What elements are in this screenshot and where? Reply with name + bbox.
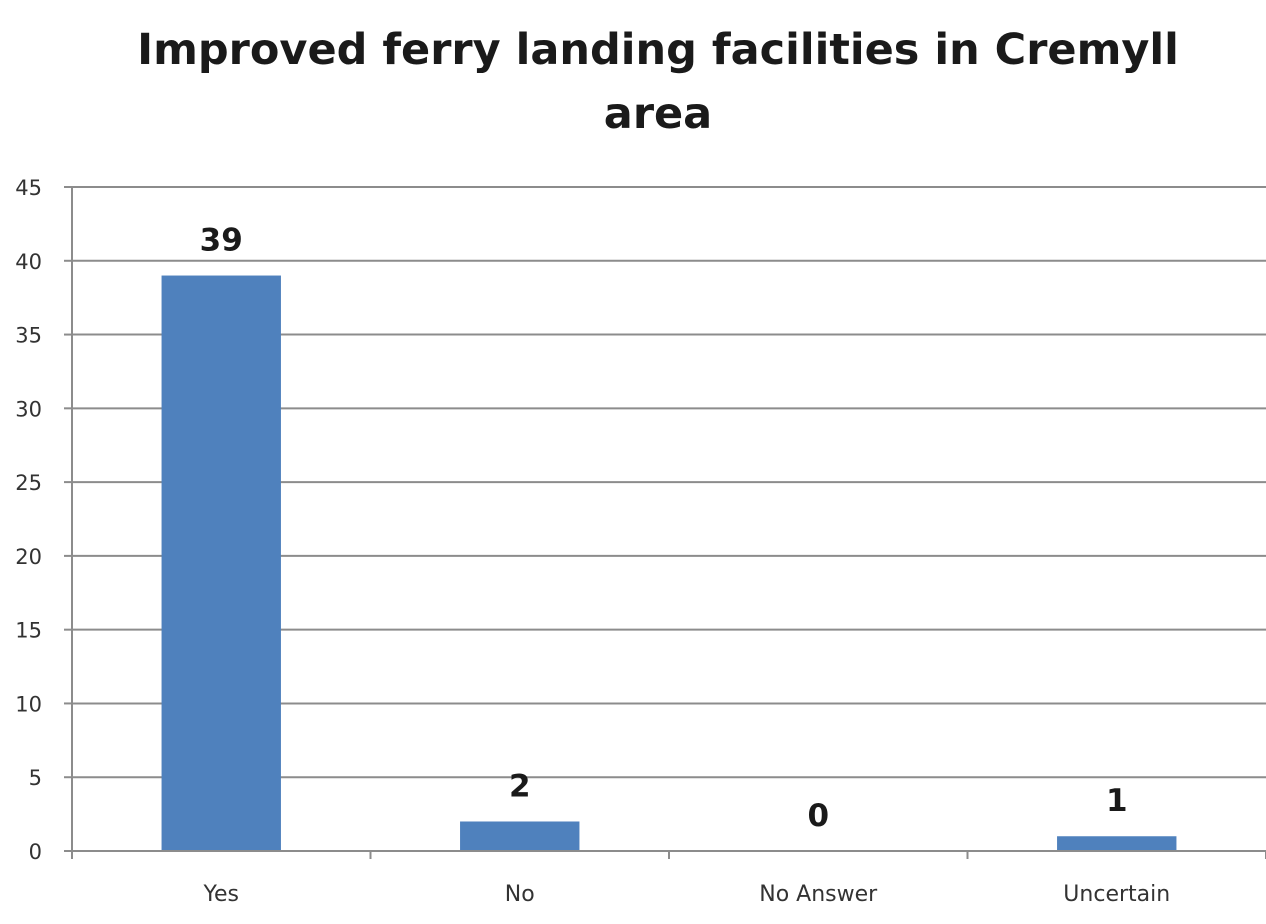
bar-0 xyxy=(161,275,281,851)
y-tick-label-10: 10 xyxy=(15,692,42,716)
y-tick-label-5: 5 xyxy=(29,766,42,790)
y-tick-label-35: 35 xyxy=(15,324,42,348)
x-category-label-2: No Answer xyxy=(759,882,878,907)
x-category-label-0: Yes xyxy=(202,882,239,907)
y-tick-label-0: 0 xyxy=(29,840,42,864)
y-tick-label-45: 45 xyxy=(15,176,42,200)
y-tick-label-40: 40 xyxy=(15,250,42,274)
data-label-1: 2 xyxy=(509,768,531,804)
labels: 0 5 10 15 20 25 30 35 40 45 Yes 39 No 2 No Answer 0 Unce… xyxy=(15,176,1170,907)
y-tick-label-30: 30 xyxy=(15,397,42,421)
data-label-3: 1 xyxy=(1106,783,1128,819)
bar-3 xyxy=(1057,836,1177,851)
x-category-label-3: Uncertain xyxy=(1063,882,1170,907)
data-label-2: 0 xyxy=(807,798,829,834)
y-tick-label-20: 20 xyxy=(15,545,42,569)
axes xyxy=(64,186,1266,859)
chart-title: Improved ferry landing facilities in Cre… xyxy=(0,18,1266,146)
bars xyxy=(161,275,1177,851)
bar-1 xyxy=(460,821,580,851)
y-tick-label-15: 15 xyxy=(15,619,42,643)
chart-title-line-2: area xyxy=(603,89,713,139)
data-label-0: 39 xyxy=(200,223,243,259)
chart-title-line-1: Improved ferry landing facilities in Cre… xyxy=(137,25,1179,75)
y-tick-label-25: 25 xyxy=(15,471,42,495)
x-category-label-1: No xyxy=(505,882,535,907)
